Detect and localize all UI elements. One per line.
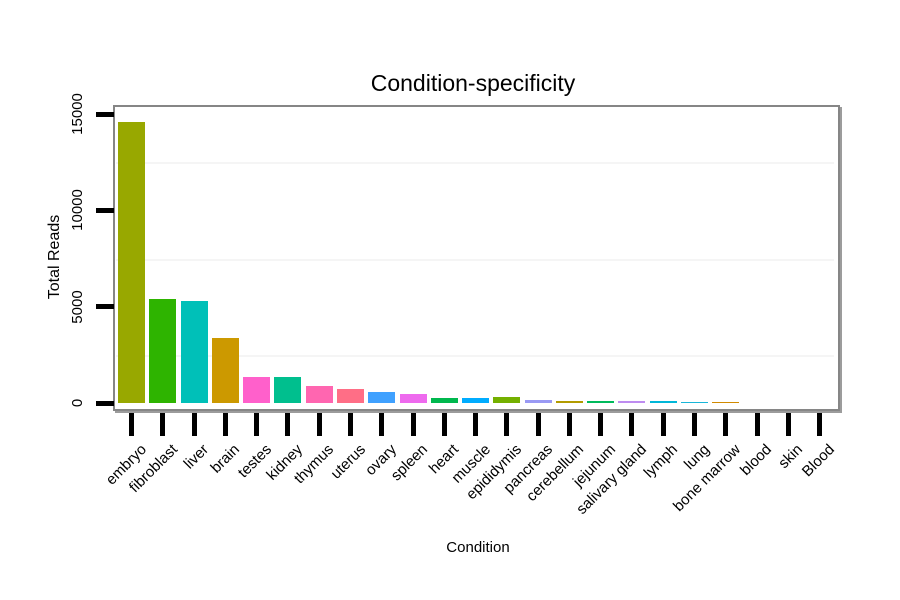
x-tick-10-heart [441,413,447,436]
x-tick-13-pancreas [535,413,541,436]
bar-8-ovary [368,392,396,403]
gridline-12500 [116,162,834,165]
x-tick-19-bone-marrow [723,413,729,436]
x-tick-6-thymus [316,413,322,436]
x-tick-4-testes [254,413,260,436]
bar-18-lung [681,401,708,403]
x-tick-17-lymph [660,413,666,436]
x-tick-7-uterus [348,413,353,436]
bar-10-heart [430,397,458,403]
bar-6-thymus [305,386,333,403]
bar-17-lymph [649,401,677,403]
bar-9-spleen [399,394,427,403]
x-tick-21-skin [785,413,791,436]
y-tick-10000 [96,207,114,213]
x-tick-14-cerebellum [566,413,572,436]
bar-5-kidney [274,377,302,403]
bar-3-brain [211,337,239,403]
bar-19-bone-marrow [712,402,740,403]
bar-0-embryo [118,121,146,403]
x-tick-12-epididymis [504,413,510,436]
x-tick-9-spleen [410,413,416,436]
x-tick-15-jejunum [598,413,604,436]
chart-title: Condition-specificity [370,70,576,96]
gridline-7500 [116,258,834,261]
gridline-2500 [116,354,834,357]
bar-1-fibroblast [149,299,177,403]
y-tick-15000 [96,111,114,117]
y-tick-5000 [96,304,114,310]
bar-12-epididymis [493,396,521,403]
bar-15-jejunum [587,401,615,403]
bar-2-liver [180,300,208,403]
x-tick-0-embryo [129,413,135,436]
bar-13-pancreas [524,400,552,403]
x-tick-1-fibroblast [160,413,166,436]
bar-11-muscle [462,397,490,403]
y-tick-label-15000: 15000 [69,93,86,135]
x-tick-11-muscle [473,413,479,436]
x-tick-5-kidney [285,413,291,436]
x-tick-16-salivary-gland [629,413,635,436]
x-tick-2-liver [191,413,197,436]
x-tick-22-blood [817,413,822,436]
bar-7-uterus [337,389,364,403]
x-tick-3-brain [222,413,228,436]
bar-16-salivary-gland [618,401,646,403]
x-tick-20-blood [754,413,760,436]
bar-14-cerebellum [555,400,583,403]
bar-4-testes [243,377,271,403]
x-tick-8-ovary [379,413,385,436]
x-axis-label: Condition [446,539,510,556]
x-tick-18-lung [692,413,697,436]
y-axis-label: Total Reads [46,214,63,300]
y-tick-0 [96,400,114,406]
